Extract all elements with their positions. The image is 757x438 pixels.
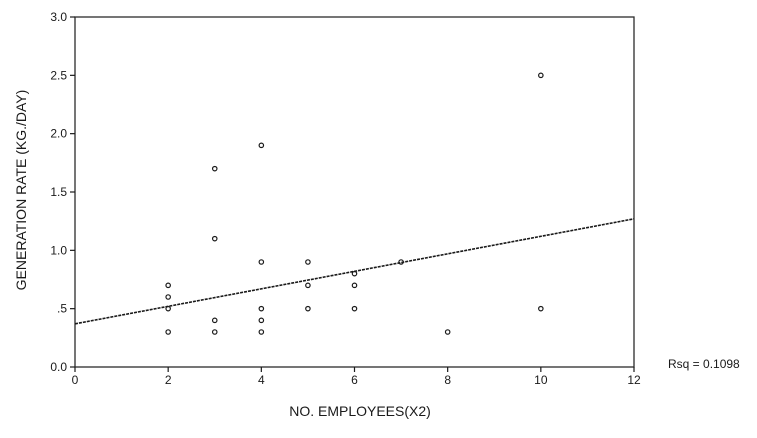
data-point xyxy=(211,317,218,324)
data-point xyxy=(351,282,358,289)
data-point xyxy=(538,305,544,312)
data-point xyxy=(258,317,265,324)
y-tick-label: 1.5 xyxy=(50,185,67,199)
x-axis-title: NO. EMPLOYEES(X2) xyxy=(289,403,431,419)
y-tick-label: .5 xyxy=(57,302,67,316)
data-point xyxy=(305,282,311,289)
rsq-annotation: Rsq = 0.1098 xyxy=(668,357,740,371)
data-point xyxy=(165,282,171,289)
x-tick-label: 0 xyxy=(72,373,79,387)
y-tick-label: 2.0 xyxy=(50,127,67,141)
y-tick-label: 3.0 xyxy=(50,10,67,24)
x-tick-label: 12 xyxy=(627,373,641,387)
data-point xyxy=(351,270,358,277)
data-point xyxy=(398,259,404,265)
data-point xyxy=(165,294,171,300)
data-point xyxy=(351,305,358,312)
data-point xyxy=(165,305,171,312)
data-point xyxy=(258,259,265,265)
x-tick-label: 8 xyxy=(444,373,451,387)
y-tick-label: 2.5 xyxy=(50,68,67,82)
data-point xyxy=(211,165,218,172)
data-point xyxy=(305,259,311,265)
data-point xyxy=(211,329,218,335)
x-tick-label: 2 xyxy=(165,373,172,387)
y-tick-label: 1.0 xyxy=(50,243,67,257)
plot-frame xyxy=(74,16,635,368)
data-point xyxy=(211,235,218,242)
data-point xyxy=(305,305,311,312)
data-point xyxy=(258,329,265,335)
data-point xyxy=(258,142,265,149)
y-tick-label: 0.0 xyxy=(50,360,67,374)
y-axis-title: GENERATION RATE (KG./DAY) xyxy=(13,90,29,291)
data-point xyxy=(444,329,451,335)
data-point xyxy=(258,305,265,312)
x-tick-label: 4 xyxy=(258,373,265,387)
data-point xyxy=(165,329,171,335)
data-point xyxy=(538,72,544,79)
x-tick-label: 10 xyxy=(534,373,548,387)
x-tick-label: 6 xyxy=(351,373,358,387)
